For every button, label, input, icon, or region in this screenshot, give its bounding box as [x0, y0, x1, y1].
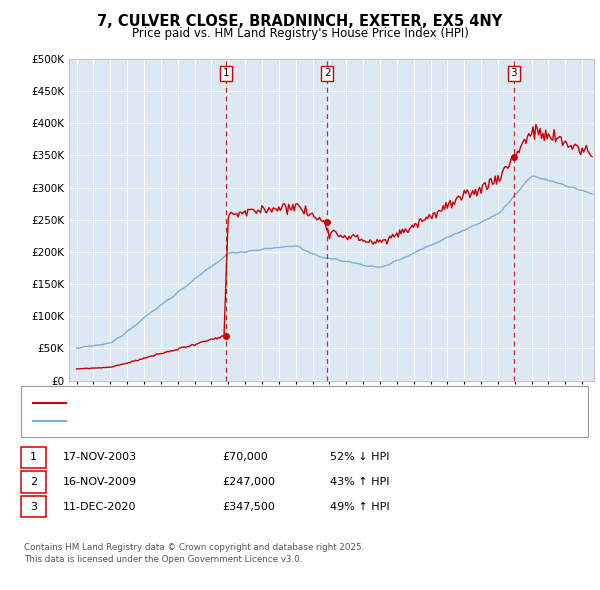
Text: Price paid vs. HM Land Registry's House Price Index (HPI): Price paid vs. HM Land Registry's House … — [131, 27, 469, 40]
Text: 43% ↑ HPI: 43% ↑ HPI — [330, 477, 389, 487]
Text: 17-NOV-2003: 17-NOV-2003 — [63, 453, 137, 462]
Text: 16-NOV-2009: 16-NOV-2009 — [63, 477, 137, 487]
Text: £247,000: £247,000 — [222, 477, 275, 487]
Text: 2: 2 — [324, 68, 331, 78]
Text: This data is licensed under the Open Government Licence v3.0.: This data is licensed under the Open Gov… — [24, 555, 302, 564]
Text: 1: 1 — [223, 68, 230, 78]
Text: 3: 3 — [511, 68, 517, 78]
Text: 7, CULVER CLOSE, BRADNINCH, EXETER, EX5 4NY: 7, CULVER CLOSE, BRADNINCH, EXETER, EX5 … — [97, 14, 503, 29]
Text: £347,500: £347,500 — [222, 502, 275, 512]
Text: 49% ↑ HPI: 49% ↑ HPI — [330, 502, 389, 512]
Text: 2: 2 — [30, 477, 37, 487]
Text: 7, CULVER CLOSE, BRADNINCH, EXETER, EX5 4NY (semi-detached house): 7, CULVER CLOSE, BRADNINCH, EXETER, EX5 … — [72, 398, 437, 408]
Text: Contains HM Land Registry data © Crown copyright and database right 2025.: Contains HM Land Registry data © Crown c… — [24, 543, 364, 552]
Text: HPI: Average price, semi-detached house, Mid Devon: HPI: Average price, semi-detached house,… — [72, 417, 337, 426]
Text: 11-DEC-2020: 11-DEC-2020 — [63, 502, 137, 512]
Text: 52% ↓ HPI: 52% ↓ HPI — [330, 453, 389, 462]
Text: £70,000: £70,000 — [222, 453, 268, 462]
Text: 1: 1 — [30, 453, 37, 462]
Text: 3: 3 — [30, 502, 37, 512]
